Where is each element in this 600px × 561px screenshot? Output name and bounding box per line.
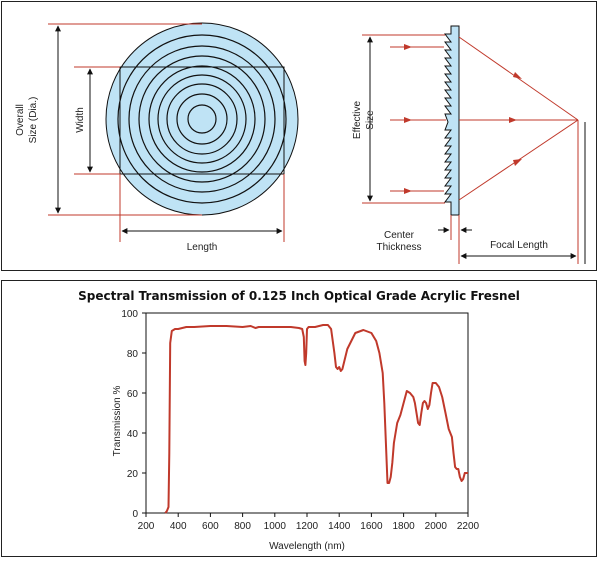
x-tick-label: 200 (138, 521, 155, 532)
overall-size-label-line2: Size (Dia.) (28, 97, 39, 144)
spectral-transmission-chart: 0 20 40 60 80 100 200 400 600 800 1000 1200 1400 160… (112, 309, 480, 552)
x-tick-label: 2000 (425, 521, 448, 532)
incident-rays (390, 46, 446, 192)
x-tick-label: 1800 (392, 521, 415, 532)
dimension-extension-lines (48, 23, 285, 242)
lens-diagram-panel: Overall Size (Dia.) Width Length Effecti… (1, 1, 597, 271)
spectral-chart-panel: Spectral Transmission of 0.125 Inch Opti… (1, 280, 597, 557)
y-tick-label: 80 (127, 349, 139, 360)
width-label: Width (75, 107, 86, 133)
y-axis-label: Transmission % (112, 386, 123, 457)
center-thickness-label-line1: Center (384, 230, 415, 241)
y-tick-label: 20 (127, 469, 139, 480)
x-axis-label: Wavelength (nm) (269, 541, 345, 552)
y-tick-label: 100 (121, 309, 138, 320)
x-tick-label: 1200 (296, 521, 319, 532)
incident-ray-arrows (404, 44, 412, 194)
y-tick-label: 60 (127, 389, 139, 400)
focal-point-lines (450, 120, 579, 264)
x-tick-label: 1600 (360, 521, 383, 532)
y-tick-label: 0 (132, 509, 138, 520)
effective-size-extension-lines (362, 34, 445, 204)
x-tick-label: 600 (202, 521, 219, 532)
x-tick-label: 2200 (457, 521, 480, 532)
refracted-ray-arrows (509, 72, 522, 166)
y-tick-label: 40 (127, 429, 139, 440)
effective-size-label-line1: Effective (352, 100, 363, 139)
focal-length-label: Focal Length (490, 240, 548, 251)
length-label: Length (187, 242, 218, 253)
center-thickness-label-line2: Thickness (376, 242, 421, 253)
x-tick-label: 1000 (264, 521, 287, 532)
effective-size-label-line2: Size (365, 110, 376, 130)
fresnel-lens-front-view (105, 22, 299, 216)
chart-title: Spectral Transmission of 0.125 Inch Opti… (78, 289, 520, 303)
lens-diagram: Overall Size (Dia.) Width Length Effecti… (15, 22, 586, 264)
refracted-rays (458, 36, 579, 201)
transmission-curve (164, 324, 468, 514)
x-tick-label: 1400 (328, 521, 351, 532)
x-tick-label: 400 (170, 521, 187, 532)
overall-size-label-line1: Overall (15, 104, 26, 136)
fresnel-lens-side-view (444, 25, 460, 216)
x-tick-label: 800 (234, 521, 251, 532)
